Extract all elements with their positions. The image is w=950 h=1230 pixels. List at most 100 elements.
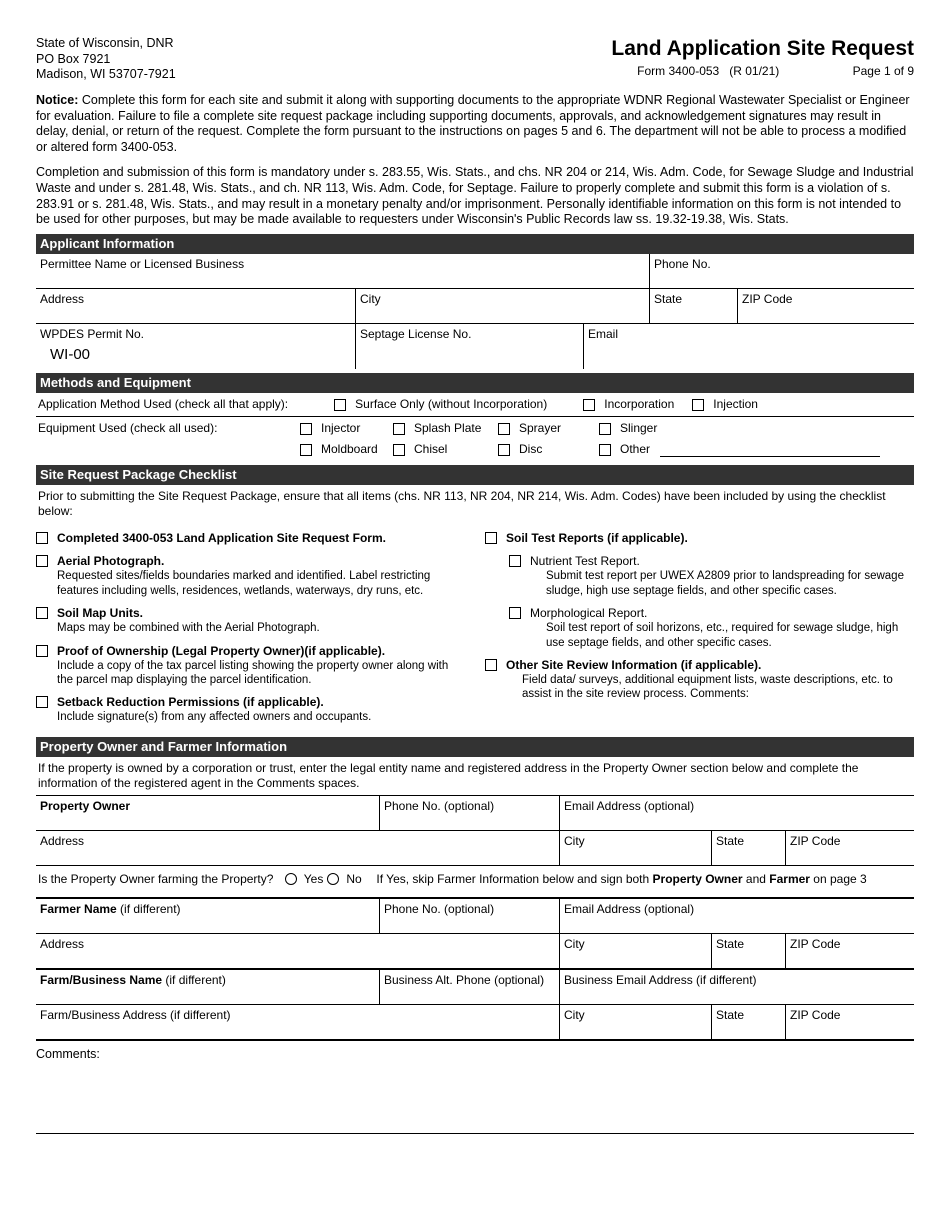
checkbox-item[interactable] — [485, 532, 497, 544]
label-sprayer: Sprayer — [519, 421, 593, 436]
label-permittee: Permittee Name or Licensed Business — [40, 257, 645, 272]
chk-sub: Maps may be combined with the Aerial Pho… — [57, 621, 320, 635]
checkbox-item[interactable] — [36, 696, 48, 708]
checkbox-item[interactable] — [36, 645, 48, 657]
chk-bold: Other Site Review Information (if applic… — [506, 658, 761, 672]
checklist-item: Aerial Photograph.Requested sites/fields… — [36, 554, 465, 598]
label-fb-zip: ZIP Code — [790, 1008, 910, 1023]
checkbox-item[interactable] — [509, 607, 521, 619]
label-property-owner: Property Owner — [40, 799, 375, 814]
label-owner-city: City — [564, 834, 707, 849]
radio-yes[interactable] — [285, 873, 297, 885]
mandatory-paragraph: Completion and submission of this form i… — [36, 165, 914, 228]
label-fb-city: City — [564, 1008, 707, 1023]
label-farmer-name: Farmer Name — [40, 902, 117, 916]
label-email: Email — [588, 327, 910, 342]
checkbox-item[interactable] — [36, 607, 48, 619]
cell-city: City — [356, 289, 650, 323]
checkbox-chisel[interactable] — [393, 444, 405, 456]
chk-sub: Include a copy of the tax parcel listing… — [57, 659, 465, 688]
checkbox-injector[interactable] — [300, 423, 312, 435]
checklist-item: Soil Map Units.Maps may be combined with… — [36, 606, 320, 635]
chk-plain: Morphological Report. — [530, 606, 647, 620]
notice-body: Complete this form for each site and sub… — [36, 93, 910, 154]
form-revision: (R 01/21) — [729, 64, 779, 78]
chk-bold: Soil Map Units. — [57, 606, 143, 620]
label-if-diff: (if different) — [117, 902, 181, 916]
label-other: Other — [620, 442, 650, 457]
label-chisel: Chisel — [414, 442, 492, 457]
checkbox-injection[interactable] — [692, 399, 704, 411]
cell-fb-zip: ZIP Code — [786, 1005, 914, 1039]
cell-septage: Septage License No. — [356, 324, 584, 369]
label-farmer-state: State — [716, 937, 781, 952]
top-header: State of Wisconsin, DNR PO Box 7921 Madi… — [36, 36, 914, 83]
cell-farmer-city: City — [560, 934, 712, 968]
cell-email: Email — [584, 324, 914, 369]
cell-farmer-phone: Phone No. (optional) — [380, 899, 560, 933]
checklist-columns: Completed 3400-053 Land Application Site… — [36, 527, 914, 728]
label-injector: Injector — [321, 421, 387, 436]
checkbox-item[interactable] — [36, 532, 48, 544]
row-farm-biz: Farm/Business Name (if different) Busine… — [36, 970, 914, 1005]
checkbox-item[interactable] — [485, 659, 497, 671]
checklist-item: Morphological Report.Soil test report of… — [509, 606, 914, 650]
label-owner-state: State — [716, 834, 781, 849]
label-app-method: Application Method Used (check all that … — [38, 397, 288, 412]
other-input-line[interactable] — [660, 443, 880, 457]
label-if-diff2: (if different) — [162, 973, 226, 987]
chk-plain: Nutrient Test Report. — [530, 554, 640, 568]
cell-owner-address: Address — [36, 831, 560, 865]
cell-owner-zip: ZIP Code — [786, 831, 914, 865]
checklist-left: Completed 3400-053 Land Application Site… — [36, 527, 465, 728]
cell-biz-email: Business Email Address (if different) — [560, 970, 914, 1004]
cell-biz-phone: Business Alt. Phone (optional) — [380, 970, 560, 1004]
label-farmer-zip: ZIP Code — [790, 937, 910, 952]
label-septage: Septage License No. — [360, 327, 579, 342]
agency-line2: PO Box 7921 — [36, 52, 110, 66]
notice-paragraph: Notice: Complete this form for each site… — [36, 93, 914, 156]
section-checklist: Site Request Package Checklist — [36, 465, 914, 485]
checklist-item: Setback Reduction Permissions (if applic… — [36, 695, 371, 724]
checklist-item: Completed 3400-053 Land Application Site… — [36, 531, 386, 546]
label-moldboard: Moldboard — [321, 442, 387, 457]
cell-farmer-zip: ZIP Code — [786, 934, 914, 968]
form-number: Form 3400-053 — [637, 64, 719, 78]
checklist-item: Other Site Review Information (if applic… — [485, 658, 914, 702]
chk-bold: Soil Test Reports (if applicable). — [506, 531, 688, 545]
radio-no[interactable] — [327, 873, 339, 885]
checkbox-moldboard[interactable] — [300, 444, 312, 456]
row-permittee: Permittee Name or Licensed Business Phon… — [36, 254, 914, 289]
checkbox-slinger[interactable] — [599, 423, 611, 435]
owner-intro: If the property is owned by a corporatio… — [36, 757, 914, 796]
row-owner: Property Owner Phone No. (optional) Emai… — [36, 796, 914, 831]
checkbox-item[interactable] — [509, 555, 521, 567]
row-farmer-addr: Address City State ZIP Code — [36, 934, 914, 970]
checkbox-incorporation[interactable] — [583, 399, 595, 411]
label-injection: Injection — [713, 397, 758, 412]
cell-address: Address — [36, 289, 356, 323]
checkbox-sprayer[interactable] — [498, 423, 510, 435]
label-farmer-address: Address — [40, 937, 555, 952]
checkbox-item[interactable] — [36, 555, 48, 567]
form-meta: Form 3400-053 (R 01/21) Page 1 of 9 — [611, 64, 914, 79]
label-farming-q: Is the Property Owner farming the Proper… — [38, 872, 273, 887]
checkbox-splash[interactable] — [393, 423, 405, 435]
row-owner-addr: Address City State ZIP Code — [36, 831, 914, 866]
checkbox-disc[interactable] — [498, 444, 510, 456]
checkbox-other[interactable] — [599, 444, 611, 456]
checklist-item: Nutrient Test Report.Submit test report … — [509, 554, 914, 598]
row-farmer: Farmer Name (if different) Phone No. (op… — [36, 899, 914, 934]
checkbox-surface[interactable] — [334, 399, 346, 411]
hint3: and — [743, 872, 770, 886]
notice-lead: Notice: — [36, 93, 78, 107]
label-surface: Surface Only (without Incorporation) — [355, 397, 547, 412]
agency-line1: State of Wisconsin, DNR — [36, 36, 174, 50]
cell-farmer-state: State — [712, 934, 786, 968]
cell-property-owner: Property Owner — [36, 796, 380, 830]
checklist-item: Proof of Ownership (Legal Property Owner… — [36, 644, 465, 688]
cell-zip: ZIP Code — [738, 289, 914, 323]
cell-fb-address: Farm/Business Address (if different) — [36, 1005, 560, 1039]
cell-wpdes: WPDES Permit No. WI-00 — [36, 324, 356, 369]
chk-sub: Field data/ surveys, additional equipmen… — [522, 673, 914, 702]
